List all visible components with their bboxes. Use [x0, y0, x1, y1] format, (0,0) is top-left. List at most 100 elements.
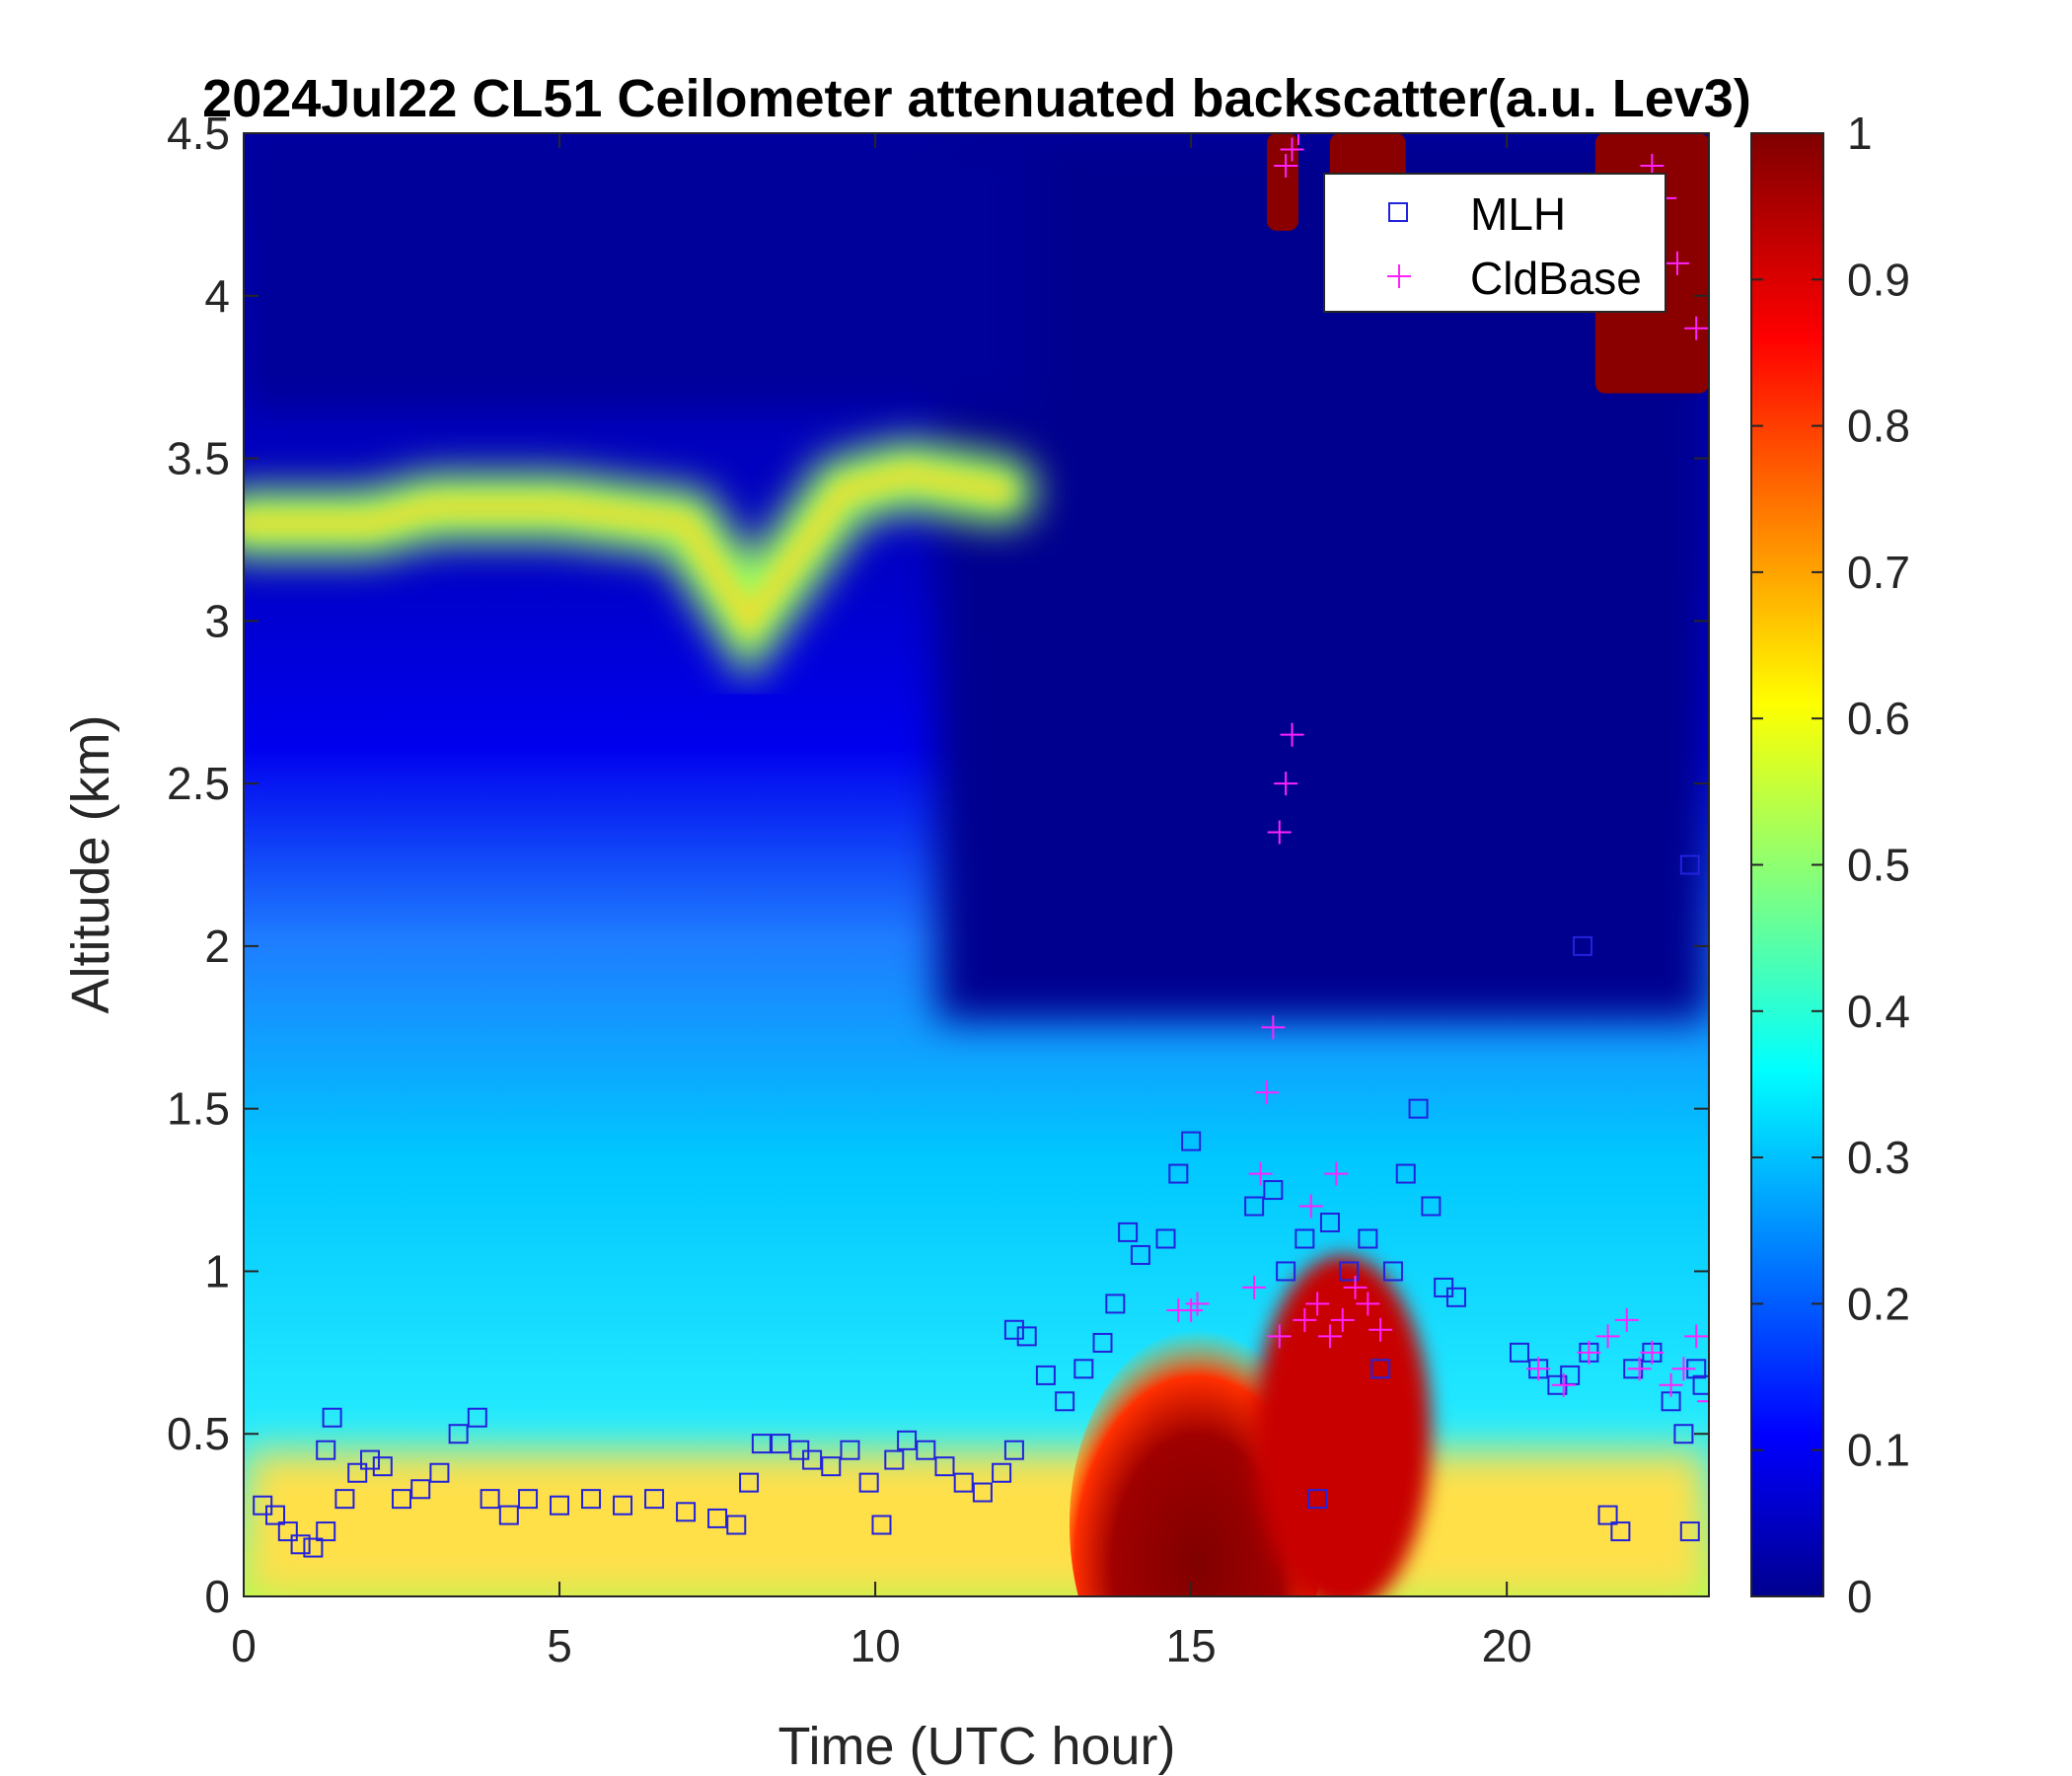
colorbar-tick-label: 0.7 [1847, 547, 1910, 598]
colorbar-tick-label: 0.1 [1847, 1425, 1910, 1476]
mlh-point [1295, 1228, 1315, 1249]
mlh-point [726, 1515, 747, 1535]
cldbase-point [1274, 772, 1298, 796]
cldbase-point [1665, 251, 1689, 275]
y-tick-label: 3.5 [167, 433, 230, 484]
mlh-point [613, 1495, 633, 1516]
cldbase-point [1254, 1080, 1279, 1105]
mlh-point [316, 1440, 336, 1460]
mlh-point [821, 1456, 842, 1477]
heatmap-surface-warm-band [244, 1450, 1709, 1596]
cldbase-point [1267, 820, 1292, 845]
mlh-point [448, 1424, 469, 1444]
colorbar [1750, 132, 1824, 1597]
mlh-point [858, 1472, 879, 1493]
cldbase-point [1330, 1307, 1355, 1332]
mlh-point [1055, 1391, 1075, 1412]
mlh-point [360, 1449, 381, 1470]
mlh-point [972, 1482, 993, 1503]
mlh-point [1692, 1374, 1709, 1395]
cldbase-point [1248, 1161, 1273, 1186]
mlh-point [992, 1462, 1012, 1483]
mlh-point [467, 1407, 487, 1428]
cldbase-point [1267, 1324, 1292, 1349]
cldbase-point [1280, 137, 1304, 162]
mlh-point [1572, 935, 1592, 956]
mlh-point [840, 1440, 860, 1460]
cldbase-point [1684, 316, 1709, 340]
mlh-point [1105, 1294, 1126, 1314]
mlh-point [897, 1430, 918, 1450]
cldbase-point [1551, 1372, 1576, 1397]
x-tick-label: 5 [547, 1620, 572, 1671]
mlh-point [316, 1521, 336, 1542]
x-axis-label: Time (UTC hour) [777, 1717, 1175, 1776]
mlh-point [1445, 1287, 1466, 1307]
mlh-point [1092, 1332, 1113, 1353]
colorbar-tick-label: 0.4 [1847, 986, 1910, 1037]
heatmap-cloud-backscatter-block [1254, 1255, 1432, 1596]
mlh-point [1679, 1521, 1700, 1542]
mlh-point [916, 1440, 936, 1460]
mlh-point [1679, 854, 1700, 875]
mlh-point [1073, 1359, 1094, 1379]
mlh-point [1263, 1180, 1284, 1201]
colorbar-tick-label: 0.6 [1847, 693, 1910, 744]
cldbase-point [1261, 1015, 1286, 1040]
cldbase-point [1640, 1340, 1665, 1365]
mlh-point [277, 1521, 298, 1542]
cldbase-point [1369, 1317, 1393, 1342]
mlh-point [1118, 1221, 1139, 1242]
colorbar-tick-label: 0.5 [1847, 840, 1910, 891]
mlh-point [884, 1449, 905, 1470]
mlh-point [347, 1462, 368, 1483]
mlh-point [1358, 1228, 1378, 1249]
mlh-point [644, 1489, 665, 1510]
y-tick-label: 0 [204, 1571, 230, 1622]
mlh-point [934, 1456, 955, 1477]
cldbase-point [1627, 1357, 1652, 1381]
mlh-point [1035, 1365, 1056, 1385]
x-tick-label: 15 [1166, 1620, 1217, 1671]
colorbar-tick-label: 0 [1847, 1571, 1873, 1622]
mlh-point [334, 1489, 355, 1510]
mlh-point [871, 1515, 892, 1535]
cldbase-point [1343, 1275, 1368, 1299]
legend-mlh-marker [1388, 202, 1408, 222]
cldbase-point [1526, 1357, 1551, 1381]
cldbase-series [1166, 133, 1709, 1414]
upper-cloud-return [1266, 133, 1298, 231]
cldbase-point [1577, 1340, 1601, 1365]
mlh-point [1155, 1228, 1176, 1249]
mlh-point [372, 1456, 393, 1477]
x-tick-label: 10 [851, 1620, 901, 1671]
cldbase-point [1286, 133, 1310, 145]
mlh-point [707, 1508, 728, 1528]
cldbase-point [1697, 1389, 1709, 1414]
x-tick-label: 0 [231, 1620, 257, 1671]
mlh-point [1244, 1196, 1265, 1217]
y-tick-label: 2 [204, 921, 230, 972]
mlh-point [322, 1407, 342, 1428]
mlh-point [1130, 1244, 1150, 1265]
x-axis: 0 5 10 15 20 [231, 133, 1532, 1671]
mlh-point [1421, 1196, 1442, 1217]
y-tick-label: 1 [204, 1245, 230, 1296]
mlh-point [410, 1479, 431, 1500]
mlh-point [676, 1502, 697, 1522]
y-axis-label: Altitude (km) [61, 714, 120, 1013]
cldbase-point [1317, 1324, 1342, 1349]
mlh-point [802, 1449, 823, 1470]
chart-title: 2024Jul22 CL51 Ceilometer attenuated bac… [202, 69, 1751, 128]
mlh-point [739, 1472, 760, 1493]
cldbase-point [1242, 1275, 1267, 1299]
heatmap-night-dark-region [244, 133, 1033, 409]
cldbase-point [1684, 1324, 1709, 1349]
mlh-point [1276, 1261, 1296, 1282]
mlh-point [290, 1534, 311, 1555]
legend: MLH CldBase [1323, 173, 1666, 313]
plot-area [244, 133, 1709, 1596]
mlh-point [480, 1489, 500, 1510]
heatmap-elevated-aerosol-core [244, 463, 1013, 640]
